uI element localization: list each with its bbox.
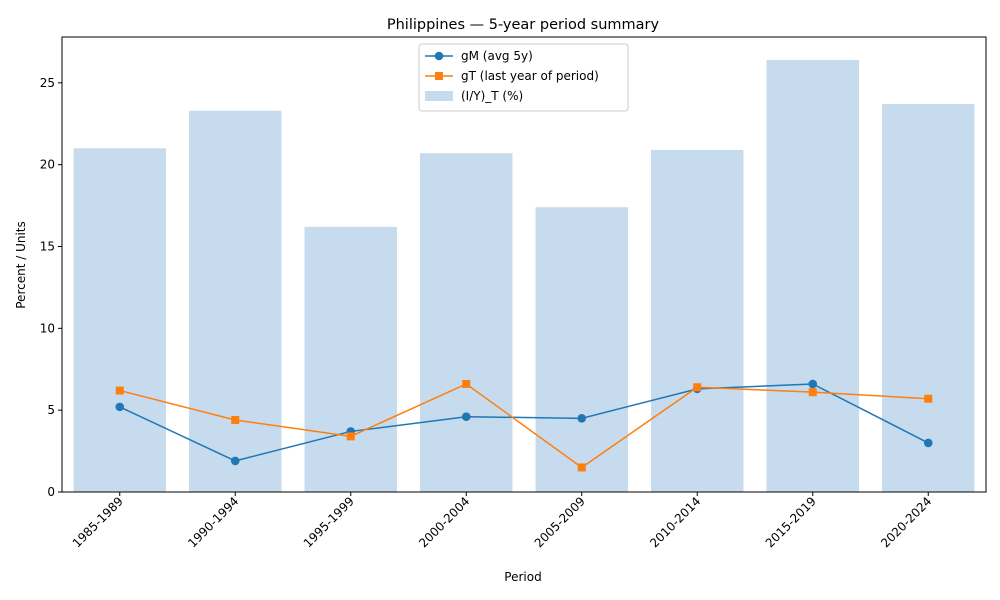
legend-swatch-bar <box>425 91 453 101</box>
series-0-point-1 <box>230 456 240 466</box>
series-1-point-6 <box>808 388 817 397</box>
bar-1995-1999 <box>304 226 397 492</box>
plot-frame <box>61 36 987 493</box>
lines-layer <box>115 379 933 472</box>
bar-2015-2019 <box>766 59 859 493</box>
series-line-0 <box>119 383 929 462</box>
y-tick-label: 20 <box>40 158 55 172</box>
y-tick-label: 15 <box>40 239 55 253</box>
bar-2010-2014 <box>651 149 744 493</box>
y-tick-label: 0 <box>47 485 55 499</box>
legend-box <box>418 43 629 112</box>
chart-title: Philippines — 5-year period summary <box>387 17 660 33</box>
y-tick-label: 25 <box>40 76 55 90</box>
series-0-point-3 <box>461 412 471 422</box>
series-1-point-3 <box>462 379 471 388</box>
series-0-point-4 <box>577 414 587 423</box>
y-tick-label: 10 <box>40 321 55 335</box>
legend-label: gT (last year of period) <box>461 69 599 83</box>
bar-1990-1994 <box>189 110 282 493</box>
series-0-point-7 <box>923 438 933 448</box>
bar-2000-2004 <box>420 153 513 493</box>
bar-1985-1989 <box>73 148 166 492</box>
y-axis-title: Percent / Units <box>14 221 28 309</box>
series-1-point-2 <box>346 432 355 441</box>
series-1-point-5 <box>693 383 702 392</box>
bar-2005-2009 <box>535 207 628 492</box>
series-1-point-1 <box>231 415 240 424</box>
series-0-point-6 <box>808 379 818 389</box>
bar-2020-2024 <box>882 104 975 493</box>
series-1-point-7 <box>924 394 933 403</box>
series-1-point-0 <box>115 386 124 395</box>
series-0-point-0 <box>115 402 125 412</box>
legend-label: gM (avg 5y) <box>461 49 533 63</box>
series-1-point-4 <box>577 463 586 472</box>
bars-layer <box>73 59 975 493</box>
legend-swatch-marker <box>435 72 443 80</box>
legend-label: (I/Y)_T (%) <box>461 89 523 103</box>
series-line-1 <box>119 383 929 469</box>
legend-swatch-marker <box>434 51 444 61</box>
y-tick-label: 5 <box>47 403 55 417</box>
legend: gM (avg 5y) gT (last year of period) (I/Y)… <box>418 43 629 112</box>
x-axis-title: Period <box>504 570 541 584</box>
